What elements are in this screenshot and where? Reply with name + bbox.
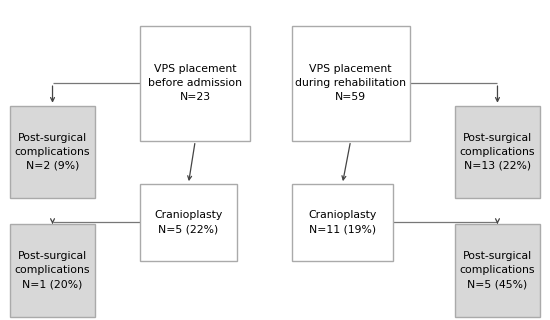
FancyBboxPatch shape: [292, 26, 410, 141]
Text: Cranioplasty
N=5 (22%): Cranioplasty N=5 (22%): [154, 211, 223, 234]
FancyBboxPatch shape: [292, 184, 393, 261]
FancyBboxPatch shape: [455, 224, 540, 317]
Text: Post-surgical
complications
N=13 (22%): Post-surgical complications N=13 (22%): [460, 133, 535, 171]
Text: Post-surgical
complications
N=1 (20%): Post-surgical complications N=1 (20%): [15, 252, 90, 289]
FancyBboxPatch shape: [455, 106, 540, 198]
Text: Post-surgical
complications
N=5 (45%): Post-surgical complications N=5 (45%): [460, 252, 535, 289]
FancyBboxPatch shape: [10, 106, 95, 198]
Text: VPS placement
before admission
N=23: VPS placement before admission N=23: [148, 64, 242, 102]
FancyBboxPatch shape: [10, 224, 95, 317]
Text: Post-surgical
complications
N=2 (9%): Post-surgical complications N=2 (9%): [15, 133, 90, 171]
Text: VPS placement
during rehabilitation
N=59: VPS placement during rehabilitation N=59: [295, 64, 406, 102]
FancyBboxPatch shape: [140, 26, 250, 141]
FancyBboxPatch shape: [140, 184, 236, 261]
Text: Cranioplasty
N=11 (19%): Cranioplasty N=11 (19%): [308, 211, 377, 234]
